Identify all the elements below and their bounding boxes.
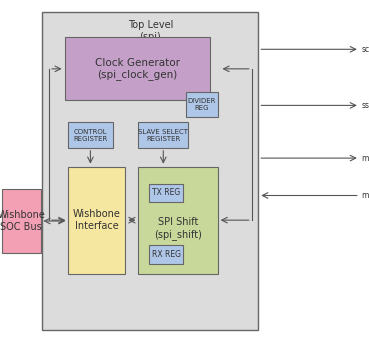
FancyBboxPatch shape bbox=[68, 122, 113, 148]
FancyBboxPatch shape bbox=[149, 245, 183, 264]
FancyBboxPatch shape bbox=[2, 189, 41, 253]
FancyBboxPatch shape bbox=[186, 92, 218, 117]
Text: Wishbone
Interface: Wishbone Interface bbox=[73, 209, 121, 231]
FancyBboxPatch shape bbox=[138, 167, 218, 274]
FancyBboxPatch shape bbox=[138, 122, 188, 148]
FancyBboxPatch shape bbox=[42, 12, 258, 330]
FancyBboxPatch shape bbox=[68, 167, 125, 274]
Text: SLAVE SELECT
REGISTER: SLAVE SELECT REGISTER bbox=[138, 129, 188, 142]
Text: Clock Generator
(spi_clock_gen): Clock Generator (spi_clock_gen) bbox=[95, 57, 180, 80]
Text: Wishbone
SOC Bus: Wishbone SOC Bus bbox=[0, 210, 45, 232]
Text: TX REG: TX REG bbox=[152, 188, 180, 198]
Text: mosi_pad_o: mosi_pad_o bbox=[362, 154, 369, 163]
Text: RX REG: RX REG bbox=[152, 250, 180, 259]
Text: DIVIDER
REG: DIVIDER REG bbox=[188, 98, 216, 111]
Text: mosi_pad_o: mosi_pad_o bbox=[362, 191, 369, 200]
Text: CONTROL
REGISTER: CONTROL REGISTER bbox=[73, 129, 107, 142]
Text: SPI Shift
(spi_shift): SPI Shift (spi_shift) bbox=[154, 217, 202, 240]
FancyBboxPatch shape bbox=[149, 184, 183, 202]
Text: ss_pad_o: ss_pad_o bbox=[362, 101, 369, 110]
FancyBboxPatch shape bbox=[65, 37, 210, 100]
Text: Top Level
(spi): Top Level (spi) bbox=[128, 20, 173, 42]
Text: sclk_pad_o: sclk_pad_o bbox=[362, 45, 369, 54]
